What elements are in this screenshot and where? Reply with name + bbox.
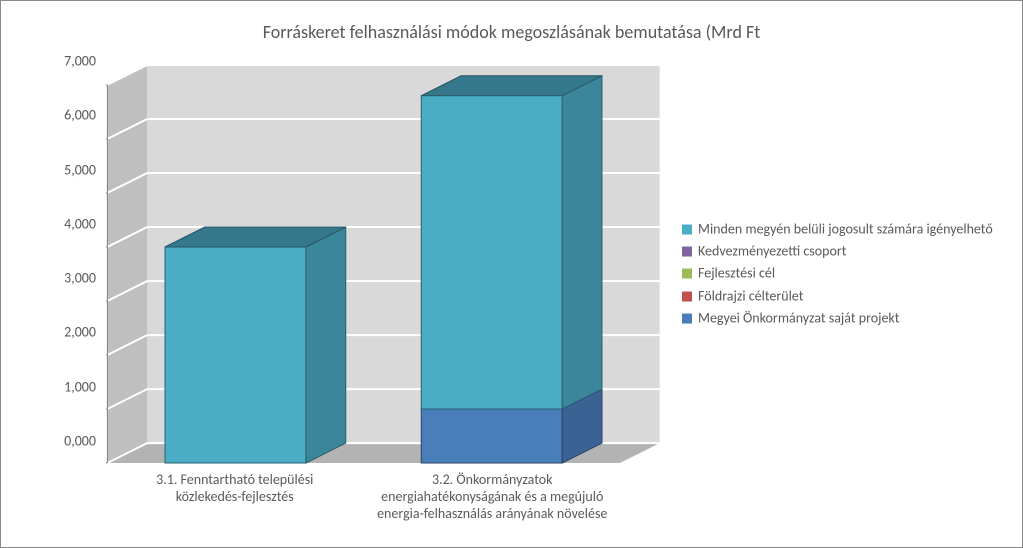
legend-item: Megyei Önkormányzat saját projekt <box>682 309 1002 327</box>
y-tick-label: 5,000 <box>41 161 96 178</box>
bar-segment-side <box>562 76 602 409</box>
legend-swatch <box>682 291 692 301</box>
legend-swatch <box>682 247 692 257</box>
legend-item: Fejlesztési cél <box>682 265 1002 283</box>
legend-item: Földrajzi célterület <box>682 287 1002 305</box>
y-tick-label: 0,000 <box>41 433 96 450</box>
legend-label: Földrajzi célterület <box>698 287 803 305</box>
plot-container: 0,0001,0002,0003,0004,0005,0006,0007,000… <box>41 61 661 491</box>
plot-3d <box>106 61 661 461</box>
legend-label: Megyei Önkormányzat saját projekt <box>698 309 899 327</box>
legend-swatch <box>682 225 692 235</box>
y-axis: 0,0001,0002,0003,0004,0005,0006,0007,000 <box>41 61 96 491</box>
y-tick-label: 4,000 <box>41 215 96 232</box>
legend-swatch <box>682 269 692 279</box>
legend-label: Kedvezményezetti csoport <box>698 243 846 261</box>
bar-segment-front <box>421 409 562 463</box>
legend-item: Kedvezményezetti csoport <box>682 243 1002 261</box>
y-tick-label: 2,000 <box>41 324 96 341</box>
y-tick-label: 1,000 <box>41 378 96 395</box>
legend: Minden megyén belüli jogosult számára ig… <box>682 217 1002 332</box>
chart-root: Forráskeret felhasználási módok megoszlá… <box>0 0 1023 548</box>
legend-swatch <box>682 313 692 323</box>
x-category-label: 3.1. Fenntartható települési közlekedés-… <box>135 471 335 505</box>
x-category-label: 3.2. Önkormányzatok energiahatékonyságán… <box>362 471 622 522</box>
bar-segment-front <box>165 247 306 463</box>
legend-item: Minden megyén belüli jogosult számára ig… <box>682 221 1002 239</box>
chart-title: Forráskeret felhasználási módok megoszlá… <box>1 21 1022 43</box>
bar-segment-side <box>306 227 346 463</box>
y-tick-label: 3,000 <box>41 270 96 287</box>
legend-label: Fejlesztési cél <box>698 265 775 283</box>
y-tick-label: 7,000 <box>41 53 96 70</box>
y-tick-label: 6,000 <box>41 107 96 124</box>
bar-segment-front <box>421 96 562 409</box>
legend-label: Minden megyén belüli jogosult számára ig… <box>698 221 993 239</box>
